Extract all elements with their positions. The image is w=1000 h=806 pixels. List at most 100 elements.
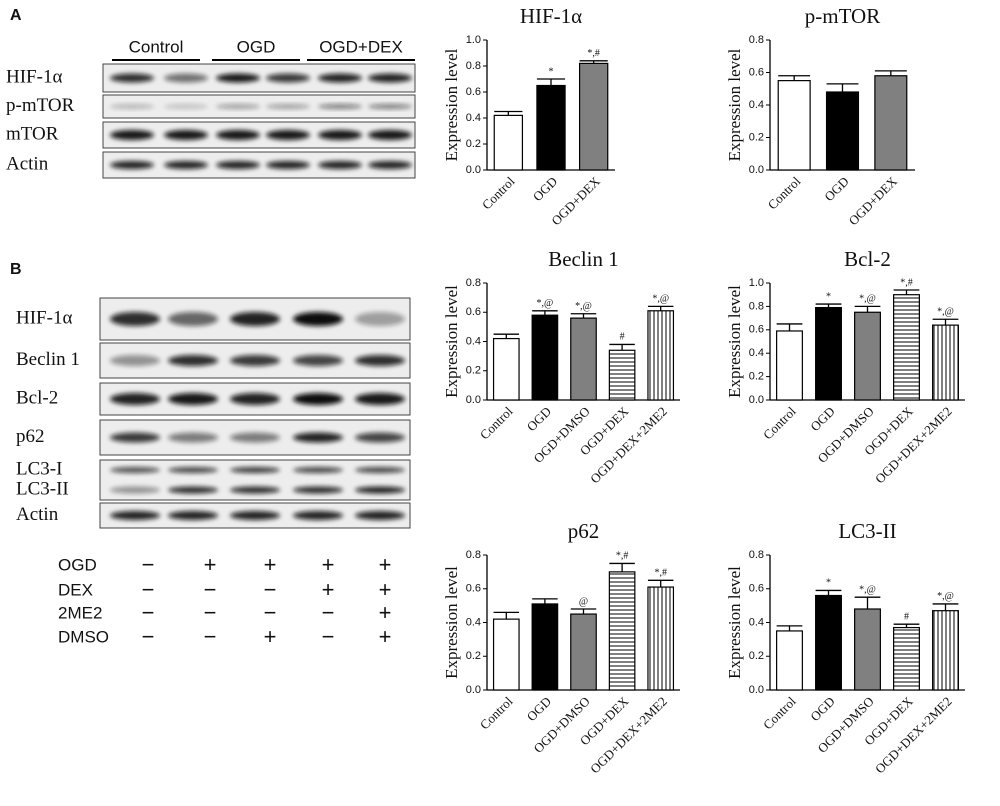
treatment-sign: + [379,624,392,649]
blot-band [230,467,280,473]
blot-band [318,161,362,169]
blot-band [216,130,260,140]
treatment-label: DEX [58,580,93,599]
blot-band [230,511,280,520]
x-tick-label: Control [479,173,518,212]
chart-title: Beclin 1 [548,247,619,271]
blot-band [368,161,412,169]
y-tick-label: 0.0 [749,394,764,406]
bar [825,91,860,171]
y-tick-label: 0.8 [749,300,764,312]
blot-band [266,130,310,140]
blot-band [230,312,280,326]
y-tick-label: 0.8 [466,277,481,289]
significance-mark: *,@ [859,294,876,305]
y-tick-label: 0.2 [466,365,481,377]
y-tick-label: 0.0 [466,684,481,696]
significance-mark: *,# [587,48,600,59]
blot-band [110,393,160,405]
blot-band [293,393,343,405]
blot-band [230,355,280,366]
bar [932,324,959,401]
blot-row-label: Actin [6,153,49,174]
y-tick-label: 0.4 [749,347,764,359]
blot-row-label: HIF-1α [6,66,62,87]
blot-band [168,355,218,366]
bar [531,314,559,401]
treatment-sign: + [379,600,392,625]
y-tick-label: 0.8 [749,34,764,46]
y-tick-label: 0.4 [466,112,481,124]
bar [493,114,524,171]
treatment-sign: − [204,577,217,602]
significance-mark: * [549,66,554,77]
bar [777,80,811,171]
blot-band [293,312,343,326]
blot-band [168,312,218,326]
lane-group-label: OGD+DEX [319,37,403,56]
x-tick-label: Control [477,403,516,442]
y-tick-label: 0.4 [466,335,481,347]
blot-band [293,432,343,443]
blot-band [168,486,218,494]
blot-band [293,467,343,473]
bar [893,294,920,401]
blot-row-label: p-mTOR [6,95,75,116]
blot-band [230,393,280,405]
y-tick-label: 0.8 [466,60,481,72]
panel-label: B [10,261,22,278]
treatment-sign: + [264,552,277,577]
blot-band [355,467,405,473]
treatment-sign: − [264,600,277,625]
y-tick-label: 0.6 [749,583,764,595]
panel-label: A [10,7,22,24]
bar [854,608,881,691]
x-tick-label: Control [765,173,804,212]
y-tick-label: 1.0 [749,277,764,289]
bar [854,311,881,401]
bar [492,337,520,401]
blot-band [110,486,160,494]
bar [570,317,597,401]
blot-band [355,511,405,520]
bar [932,610,959,691]
blot-band [368,130,412,140]
blot-band [110,312,160,326]
treatment-sign: + [204,552,217,577]
y-tick-label: 0.4 [749,616,764,628]
blot-band [216,73,260,83]
blot-band [355,393,405,405]
blot-band [355,486,405,494]
blot-band [266,73,310,83]
blot-band [168,467,218,473]
significance-mark: *,@ [652,294,669,305]
y-tick-label: 0.6 [466,306,481,318]
blot-band [266,161,310,169]
treatment-label: OGD [58,555,97,574]
y-tick-label: 0.6 [749,66,764,78]
bar [578,62,609,171]
x-tick-label: OGD [821,174,852,205]
blot-band [368,104,412,109]
significance-mark: *,@ [937,307,954,318]
blot-band [164,73,208,83]
blot-band [293,511,343,520]
y-axis-label: Expression level [442,285,461,398]
significance-mark: *,# [900,277,913,288]
treatment-sign: + [322,552,335,577]
blot-band [355,432,405,443]
blot-row-label: Actin [16,504,59,525]
y-tick-label: 0.8 [749,549,764,561]
bar [531,603,559,691]
y-axis-label: Expression level [442,566,461,679]
treatment-label: 2ME2 [58,603,102,622]
blot-band [110,467,160,473]
treatment-sign: + [379,552,392,577]
significance-mark: # [620,332,625,343]
bar [608,571,636,691]
blot-band [368,73,412,83]
blot-band [318,130,362,140]
bar [536,84,566,171]
y-tick-label: 1.0 [466,34,481,46]
x-tick-label: OGD [524,694,555,725]
